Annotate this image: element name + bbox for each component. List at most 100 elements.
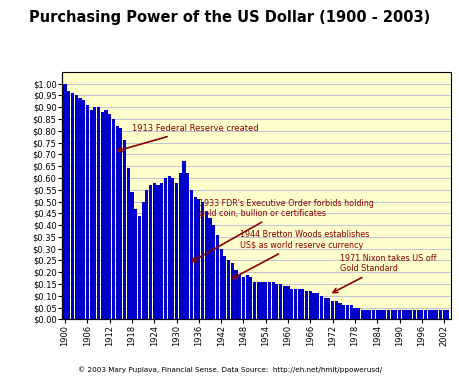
Bar	[427, 310, 430, 319]
Bar	[130, 192, 133, 319]
Bar	[319, 296, 322, 319]
Bar	[256, 282, 259, 319]
Bar	[112, 119, 115, 319]
Bar	[260, 282, 263, 319]
Bar	[241, 277, 245, 319]
Bar	[360, 310, 363, 319]
Bar	[78, 98, 81, 319]
Bar	[219, 249, 222, 319]
Bar	[434, 310, 437, 319]
Bar	[323, 298, 326, 319]
Bar	[101, 112, 104, 319]
Bar	[367, 310, 370, 319]
Bar	[282, 287, 285, 319]
Bar	[404, 310, 408, 319]
Bar	[138, 216, 140, 319]
Bar	[197, 199, 200, 319]
Text: 1933 FDR's Executive Order forbids holding
gold coin, bullion or certificates: 1933 FDR's Executive Order forbids holdi…	[191, 198, 373, 262]
Bar	[63, 84, 67, 319]
Bar	[415, 310, 419, 319]
Bar	[226, 260, 230, 319]
Bar	[274, 284, 278, 319]
Bar	[245, 274, 248, 319]
Bar	[438, 310, 441, 319]
Bar	[174, 183, 178, 319]
Bar	[201, 201, 204, 319]
Bar	[108, 114, 111, 319]
Bar	[104, 110, 107, 319]
Bar	[330, 301, 334, 319]
Bar	[371, 310, 374, 319]
Bar	[82, 100, 85, 319]
Bar	[190, 190, 193, 319]
Bar	[379, 310, 382, 319]
Bar	[290, 289, 293, 319]
Bar	[141, 201, 145, 319]
Bar	[356, 308, 359, 319]
Bar	[249, 277, 252, 319]
Bar	[271, 282, 274, 319]
Bar	[119, 129, 122, 319]
Bar	[115, 126, 118, 319]
Bar	[263, 282, 267, 319]
Bar	[238, 274, 241, 319]
Text: Purchasing Power of the US Dollar (1900 - 2003): Purchasing Power of the US Dollar (1900 …	[29, 9, 430, 25]
Bar	[178, 173, 181, 319]
Bar	[312, 293, 315, 319]
Bar	[349, 305, 352, 319]
Bar	[71, 93, 74, 319]
Bar	[393, 310, 397, 319]
Bar	[364, 310, 367, 319]
Bar	[267, 282, 270, 319]
Bar	[134, 209, 137, 319]
Bar	[152, 183, 156, 319]
Bar	[160, 183, 163, 319]
Bar	[167, 175, 170, 319]
Bar	[182, 161, 185, 319]
Bar	[445, 310, 448, 319]
Bar	[334, 301, 337, 319]
Bar	[123, 140, 126, 319]
Bar	[382, 310, 386, 319]
Bar	[212, 225, 215, 319]
Bar	[126, 169, 129, 319]
Bar	[252, 282, 256, 319]
Bar	[412, 310, 415, 319]
Bar	[90, 110, 92, 319]
Bar	[186, 173, 189, 319]
Bar	[279, 284, 281, 319]
Bar	[442, 310, 445, 319]
Bar	[431, 310, 434, 319]
Bar	[67, 91, 70, 319]
Bar	[156, 185, 159, 319]
Bar	[234, 270, 237, 319]
Bar	[97, 107, 100, 319]
Text: © 2003 Mary Puplava, Financial Sense. Data Source:  http://eh.net/hmit/ppowerusd: © 2003 Mary Puplava, Financial Sense. Da…	[78, 366, 381, 373]
Bar	[386, 310, 389, 319]
Bar	[408, 310, 411, 319]
Bar	[401, 310, 404, 319]
Bar	[215, 234, 218, 319]
Bar	[145, 190, 148, 319]
Bar	[345, 305, 348, 319]
Bar	[327, 298, 330, 319]
Bar	[423, 310, 426, 319]
Text: 1944 Bretton Woods establishes
US$ as world reserve currency: 1944 Bretton Woods establishes US$ as wo…	[232, 231, 368, 278]
Bar	[74, 95, 78, 319]
Bar	[308, 291, 311, 319]
Bar	[301, 289, 304, 319]
Bar	[397, 310, 400, 319]
Bar	[223, 256, 226, 319]
Bar	[315, 293, 319, 319]
Bar	[204, 211, 207, 319]
Bar	[338, 303, 341, 319]
Bar	[171, 178, 174, 319]
Bar	[85, 105, 89, 319]
Text: 1971 Nixon takes US off
Gold Standard: 1971 Nixon takes US off Gold Standard	[332, 254, 436, 293]
Bar	[304, 291, 308, 319]
Text: 1913 Federal Reserve created: 1913 Federal Reserve created	[118, 124, 258, 152]
Bar	[163, 178, 167, 319]
Bar	[375, 310, 378, 319]
Bar	[286, 287, 289, 319]
Bar	[420, 310, 422, 319]
